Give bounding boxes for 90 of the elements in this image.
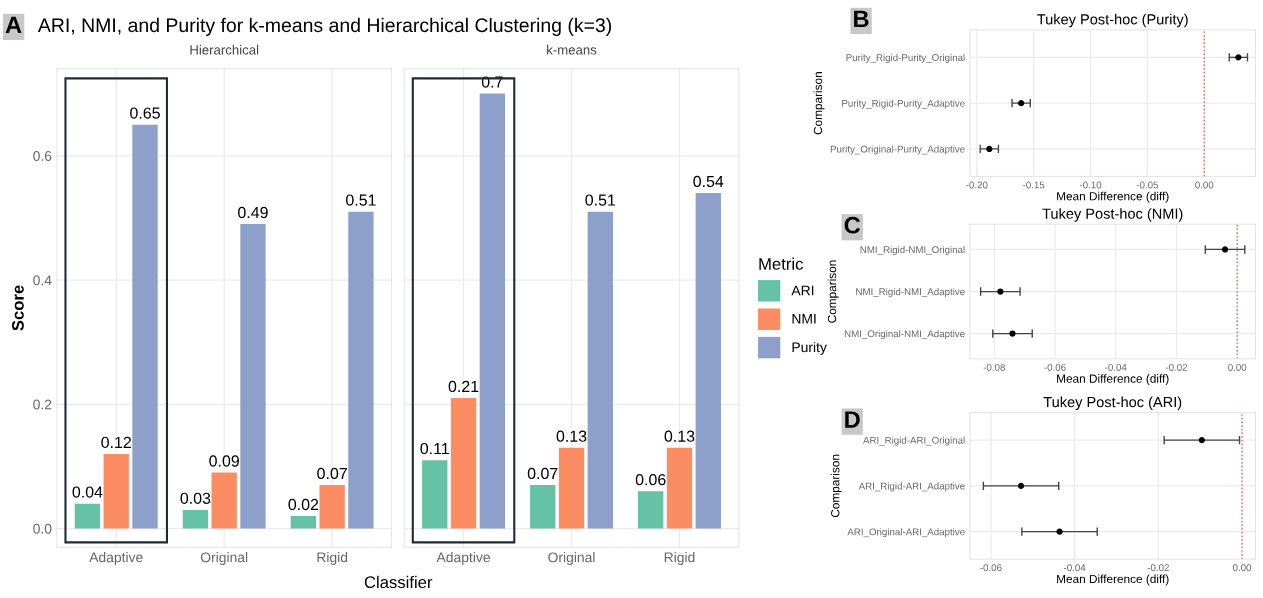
y-tick-label: 0.0 (33, 523, 52, 534)
chart-title: Tukey Post-hoc (ARI) (1043, 396, 1182, 411)
y-tick-label: ARI_Rigid-ARI_Adaptive (858, 482, 965, 492)
bar (74, 503, 101, 529)
text: A (5, 16, 22, 34)
data-label: 0.11 (420, 442, 449, 455)
y-tick-label: NMI_Rigid-NMI_Original (860, 245, 965, 256)
y-tick-label: Purity_Rigid-Purity_Original (846, 53, 965, 63)
y-axis-title: Comparison (813, 72, 825, 135)
data-label: 0.49 (238, 206, 268, 219)
bar (319, 485, 345, 529)
data-label: 0.51 (585, 194, 616, 206)
data-label: 0.04 (72, 486, 103, 498)
x-tick-label: 0.00 (1232, 564, 1252, 572)
x-tick-label: Rigid (664, 552, 695, 565)
y-tick-label: ARI_Rigid-ARI_Original (863, 436, 965, 446)
y-axis-title: Score (12, 285, 24, 331)
chart-title: Tukey Post-hoc (Purity) (1037, 13, 1188, 28)
data-label: 0.13 (664, 430, 695, 442)
x-tick-label: -0.08 (983, 363, 1005, 371)
text: C (844, 216, 861, 234)
x-tick-label: -0.04 (1063, 564, 1086, 572)
x-tick-label: -0.02 (1147, 564, 1169, 572)
y-tick-label: Purity_Original-Purity_Adaptive (830, 145, 965, 155)
data-label: 0.06 (635, 474, 666, 486)
bar (666, 447, 693, 529)
x-tick-label: -0.05 (1136, 181, 1159, 189)
chart-title: ARI, NMI, and Purity for k-means and Hierarchical Clustering (k=3) (37, 17, 612, 36)
data-label: 0.07 (527, 467, 558, 480)
chart-subtitle: Hierarchical (190, 44, 259, 55)
x-axis-title: Classifier (364, 575, 433, 589)
x-tick-label: Adaptive (436, 552, 490, 565)
bar (558, 447, 585, 529)
x-tick-label: -0.06 (980, 564, 1002, 572)
x-tick-label: -0.10 (1079, 181, 1102, 189)
bar (290, 516, 317, 529)
y-tick-label: 0.6 (33, 151, 52, 161)
data-label: 0.65 (130, 107, 160, 119)
y-axis-title: Comparison (827, 260, 839, 323)
y-tick-label: 0.4 (33, 275, 52, 286)
y-tick-label: 0.2 (33, 399, 52, 410)
legend-label: ARI (791, 285, 814, 296)
data-label: 0.54 (693, 175, 724, 188)
text: B (854, 10, 869, 28)
chart-subtitle: k-means (547, 44, 597, 55)
legend-label: Purity (792, 341, 827, 355)
y-tick-label: NMI_Original-NMI_Adaptive (844, 330, 965, 340)
bar (240, 224, 266, 529)
bar (450, 398, 477, 529)
x-axis-title: Mean Difference (diff) (1057, 191, 1169, 203)
bar (530, 485, 556, 529)
legend-title: Metric (759, 257, 803, 270)
data-label: 0.21 (448, 380, 479, 393)
y-axis-title: Comparison (830, 454, 842, 518)
bar (132, 124, 158, 529)
x-tick-label: Adaptive (89, 552, 143, 565)
data-label: 0.51 (346, 194, 376, 206)
bar (638, 491, 664, 529)
y-tick-label: NMI_Rigid-NMI_Adaptive (856, 288, 965, 298)
bar (479, 93, 505, 529)
x-tick-label: -0.20 (966, 181, 988, 189)
data-label: 0.12 (101, 436, 131, 449)
y-tick-label: Purity_Rigid-Purity_Adaptive (842, 99, 965, 109)
x-tick-label: Original (200, 552, 248, 565)
x-tick-label: -0.15 (1023, 181, 1045, 189)
data-label: 0.09 (209, 455, 239, 467)
bar (348, 211, 374, 529)
bar (182, 509, 209, 529)
x-tick-label: 0.00 (1195, 181, 1214, 189)
bar (695, 193, 721, 529)
x-tick-label: -0.06 (1044, 363, 1066, 371)
x-axis-title: Mean Difference (diff) (1057, 574, 1169, 586)
x-tick-label: Rigid (317, 552, 348, 565)
data-label: 0.02 (288, 498, 319, 511)
data-label: 0.13 (556, 430, 587, 442)
x-tick-label: 0.00 (1228, 363, 1247, 371)
x-axis-title: Mean Difference (diff) (1057, 374, 1169, 386)
bar (422, 460, 448, 529)
data-label: 0.07 (317, 467, 347, 480)
bar (103, 453, 129, 529)
y-tick-label: ARI_Original-ARI_Adaptive (847, 528, 965, 538)
text: D (845, 411, 860, 428)
x-tick-label: -0.04 (1105, 363, 1127, 371)
bar (587, 211, 613, 529)
x-tick-label: -0.02 (1165, 363, 1188, 371)
data-label: 0.03 (180, 492, 211, 504)
bar (211, 472, 237, 529)
x-tick-label: Original (548, 552, 595, 565)
chart-title: Tukey Post-hoc (NMI) (1042, 208, 1183, 222)
legend-label: NMI (792, 314, 816, 324)
